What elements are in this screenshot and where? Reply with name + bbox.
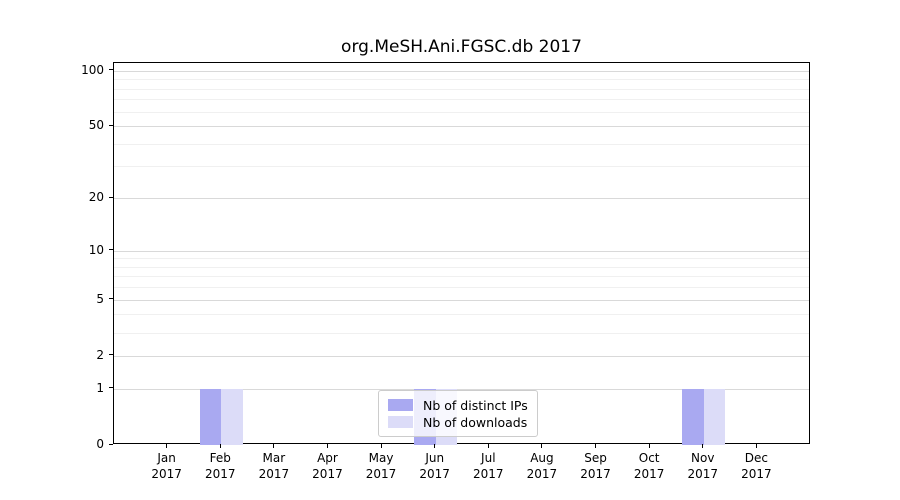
x-tick-year: 2017: [258, 467, 290, 481]
x-tick-month: Nov: [691, 451, 715, 465]
y-tick-mark: [109, 124, 113, 126]
y-tick-label-20: 20: [88, 190, 104, 205]
x-tick-mark: [541, 444, 543, 448]
legend-swatch-downloads: [388, 416, 413, 428]
x-tick-month: Sep: [584, 451, 607, 465]
y-tick-mark: [109, 249, 113, 250]
x-tick-month: May: [368, 451, 394, 465]
y-tick-label-2: 2: [96, 347, 104, 362]
x-tick-month: Aug: [530, 451, 554, 465]
x-tick-month: Jun: [425, 451, 445, 465]
x-tick-label-oct: Oct 2017: [614, 450, 684, 482]
x-tick-month: Jul: [481, 451, 496, 465]
x-tick-year: 2017: [151, 467, 182, 481]
legend-label-distinct-ips: Nb of distinct IPs: [423, 397, 528, 413]
x-tick-mark: [219, 444, 221, 448]
x-tick-mark: [166, 444, 168, 448]
y-tick-mark: [109, 387, 113, 389]
x-tick-label-mar: Mar 2017: [239, 450, 309, 482]
x-tick-month: Oct: [638, 451, 660, 465]
x-tick-mark: [380, 444, 382, 448]
bar-nb-of-distinct-ips-nov: [682, 388, 704, 445]
gridline-minor: [114, 314, 809, 316]
y-tick-mark: [109, 354, 113, 356]
bar-nb-of-downloads-feb: [221, 388, 243, 445]
x-tick-mark: [755, 444, 757, 448]
plot-area: [113, 62, 810, 445]
x-tick-year: 2017: [473, 467, 504, 481]
gridline-minor: [114, 287, 809, 289]
x-tick-label-nov: Nov 2017: [668, 450, 738, 482]
x-tick-label-sep: Sep 2017: [561, 450, 631, 482]
y-tick-mark: [109, 298, 113, 300]
y-tick-mark: [109, 196, 113, 198]
chart-title: org.MeSH.Ani.FGSC.db 2017: [341, 37, 582, 57]
legend-item-downloads: Nb of downloads: [388, 414, 528, 430]
gridline-minor: [114, 166, 809, 168]
x-tick-year: 2017: [526, 467, 558, 481]
x-tick-mark: [487, 444, 489, 448]
bar-nb-of-downloads-nov: [703, 388, 726, 445]
gridline-major: [114, 355, 809, 357]
legend-item-distinct-ips: Nb of distinct IPs: [388, 397, 528, 413]
x-tick-mark: [702, 444, 704, 448]
legend: Nb of distinct IPs Nb of downloads: [378, 390, 538, 437]
gridline-minor: [114, 88, 809, 90]
x-tick-year: 2017: [365, 467, 397, 481]
legend-swatch-distinct-ips: [388, 399, 413, 411]
x-tick-month: Feb: [209, 451, 231, 465]
x-tick-label-jan: Jan 2017: [132, 450, 202, 482]
y-tick-label-100: 100: [81, 62, 104, 77]
y-tick-label-1: 1: [96, 380, 104, 395]
x-tick-year: 2017: [204, 467, 236, 481]
gridline-major: [114, 299, 809, 301]
gridline-minor: [114, 266, 809, 268]
x-tick-mark: [434, 444, 436, 448]
x-tick-label-may: May 2017: [346, 450, 416, 482]
x-tick-label-jul: Jul 2017: [453, 450, 523, 482]
x-tick-mark: [326, 444, 328, 448]
x-tick-year: 2017: [687, 467, 719, 481]
x-tick-month: Mar: [262, 451, 286, 465]
x-tick-label-feb: Feb 2017: [185, 450, 255, 482]
y-tick-label-10: 10: [88, 242, 104, 257]
gridline-minor: [114, 332, 809, 334]
gridline-minor: [114, 143, 809, 145]
gridline-major: [114, 126, 809, 128]
y-tick-mark: [109, 69, 113, 71]
gridline-minor: [114, 111, 809, 113]
gridline-minor: [114, 99, 809, 101]
x-tick-label-apr: Apr 2017: [292, 450, 362, 482]
x-tick-mark: [273, 444, 275, 448]
x-tick-month: Jan: [157, 451, 176, 465]
gridline-major: [114, 388, 809, 390]
gridline-minor: [114, 258, 809, 260]
x-tick-year: 2017: [312, 467, 343, 481]
legend-label-downloads: Nb of downloads: [423, 414, 528, 430]
gridline-minor: [114, 276, 809, 278]
x-tick-label-aug: Aug 2017: [507, 450, 577, 482]
x-tick-month: Dec: [744, 451, 768, 465]
gridline-minor: [114, 79, 809, 81]
y-tick-label-50: 50: [88, 118, 104, 133]
y-tick-label-5: 5: [96, 291, 104, 306]
x-tick-year: 2017: [419, 467, 450, 481]
bar-nb-of-distinct-ips-feb: [199, 388, 222, 445]
x-tick-year: 2017: [741, 467, 772, 481]
x-tick-mark: [595, 444, 597, 448]
gridline-major: [114, 250, 809, 252]
gridline-major: [114, 198, 809, 200]
y-tick-mark: [109, 443, 113, 445]
gridline-major: [114, 70, 809, 72]
x-tick-month: Apr: [317, 451, 338, 465]
x-tick-label-jun: Jun 2017: [400, 450, 470, 482]
x-tick-year: 2017: [580, 467, 611, 481]
x-tick-year: 2017: [633, 467, 665, 481]
x-tick-mark: [648, 444, 650, 448]
x-tick-label-dec: Dec 2017: [721, 450, 791, 482]
y-tick-label-0: 0: [96, 437, 104, 451]
